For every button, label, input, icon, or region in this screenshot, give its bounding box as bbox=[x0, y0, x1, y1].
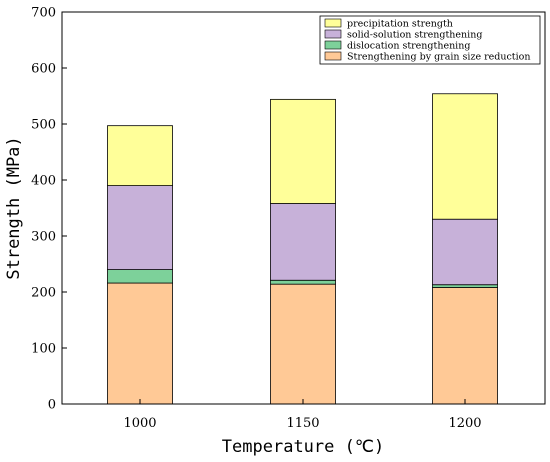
y-tick-label-300: 300 bbox=[31, 230, 56, 245]
y-tick-label-500: 500 bbox=[31, 118, 56, 133]
y-tick-label-0: 0 bbox=[48, 398, 56, 413]
legend-swatch-1 bbox=[324, 29, 342, 39]
bar-segment-1150-0 bbox=[270, 283, 336, 405]
y-tick-label-200: 200 bbox=[31, 286, 56, 301]
bar-segment-1150-3 bbox=[270, 98, 336, 204]
bar-segment-1200-3 bbox=[432, 93, 498, 220]
plot-frame bbox=[61, 11, 546, 405]
y-tick-label-700: 700 bbox=[31, 6, 56, 21]
bar-segment-1200-0 bbox=[432, 287, 498, 405]
legend-label-0: precipitation strength bbox=[347, 19, 453, 30]
bar-segment-1150-2 bbox=[270, 203, 336, 281]
x-tick-label-1200: 1200 bbox=[448, 416, 481, 431]
legend-swatch-3 bbox=[324, 51, 342, 61]
y-tick-label-400: 400 bbox=[31, 174, 56, 189]
x-tick-label-1150: 1150 bbox=[286, 416, 319, 431]
legend-label-2: dislocation strengthening bbox=[347, 41, 470, 52]
legend-label-3: Strengthening by grain size reduction bbox=[347, 52, 531, 63]
legend-label-1: solid-solution strengthening bbox=[347, 30, 482, 41]
bar-segment-1150-1 bbox=[270, 279, 336, 285]
y-tick-label-100: 100 bbox=[31, 342, 56, 357]
y-tick-label-600: 600 bbox=[31, 62, 56, 77]
bar-segment-1000-3 bbox=[107, 125, 173, 186]
bar-segment-1000-1 bbox=[107, 269, 173, 284]
legend-frame bbox=[319, 15, 541, 65]
bar-segment-1000-0 bbox=[107, 282, 173, 405]
bars-layer bbox=[107, 93, 498, 405]
x-tick-label-1000: 1000 bbox=[123, 416, 156, 431]
y-axis-label: Strength (MPa) bbox=[4, 136, 24, 279]
x-axis-label: Temperature (℃) bbox=[222, 437, 384, 457]
bar-segment-1200-1 bbox=[432, 284, 498, 288]
bar-segment-1000-2 bbox=[107, 185, 173, 271]
axes-layer: 0 100 200 300 400 500 600 700 1000 1150 1200 bbox=[31, 6, 481, 432]
bar-segment-1200-2 bbox=[432, 218, 498, 286]
legend-swatch-2 bbox=[324, 40, 342, 50]
legend-swatch-0 bbox=[324, 18, 342, 28]
